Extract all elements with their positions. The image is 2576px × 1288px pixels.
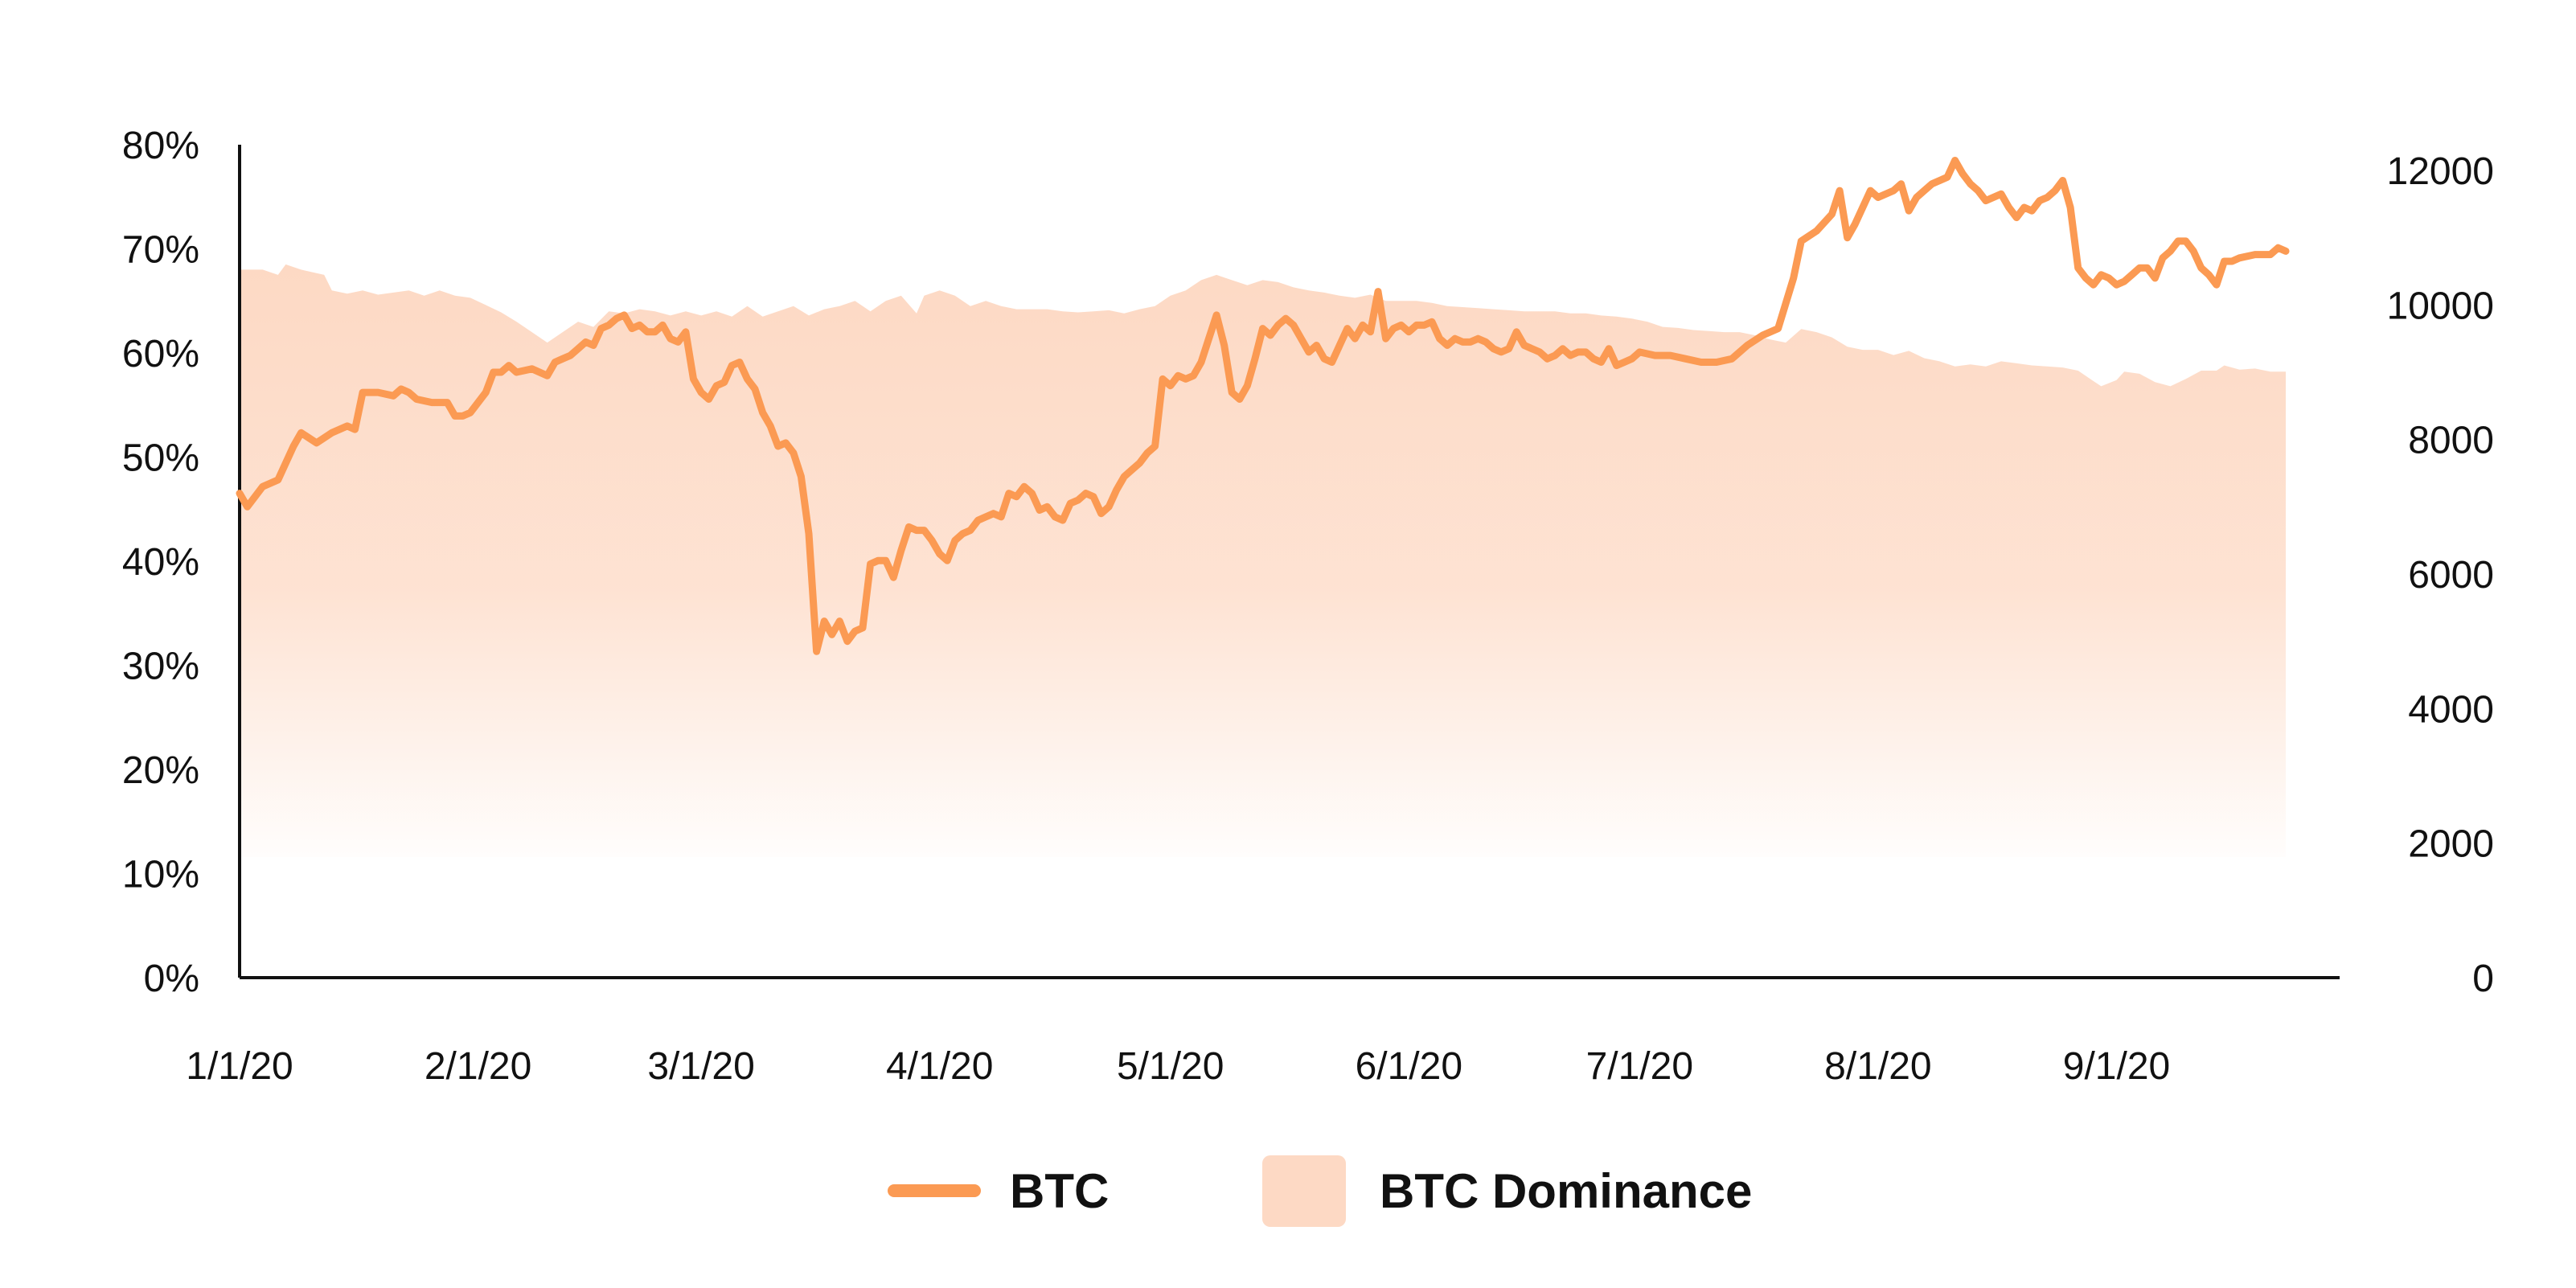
x-tick-label: 8/1/20 [1824, 1045, 1931, 1088]
x-tick-label: 7/1/20 [1586, 1045, 1693, 1088]
series-btc-line [236, 157, 2290, 655]
y-right-tick-label: 6000 [2408, 554, 2494, 597]
y-left-tick-label: 40% [122, 541, 199, 584]
x-tick-label: 3/1/20 [647, 1045, 754, 1088]
y-left-tick-label: 0% [144, 958, 199, 1000]
legend-dominance-swatch [1262, 1155, 1346, 1227]
y-right-tick-label: 4000 [2408, 688, 2494, 731]
legend-btc-label: BTC [1010, 1164, 1109, 1218]
y-left-tick-label: 20% [122, 749, 199, 792]
y-left-tick-label: 60% [122, 333, 199, 375]
y-left-tick-label: 30% [122, 646, 199, 688]
x-tick-label: 6/1/20 [1356, 1045, 1462, 1088]
x-tick-label: 2/1/20 [425, 1045, 531, 1088]
y-left-tick-label: 50% [122, 437, 199, 480]
y-right-tick-label: 2000 [2408, 823, 2494, 866]
legend-dominance-label: BTC Dominance [1380, 1164, 1752, 1218]
y-left-tick-label: 80% [122, 125, 199, 167]
legend: BTC BTC Dominance [888, 1155, 1752, 1227]
y-right-tick-label: 0 [2472, 958, 2494, 1000]
y-right-tick-label: 8000 [2408, 420, 2494, 462]
x-tick-label: 1/1/20 [186, 1045, 293, 1088]
x-tick-label: 5/1/20 [1117, 1045, 1224, 1088]
x-tick-label: 4/1/20 [886, 1045, 993, 1088]
x-tick-label: 9/1/20 [2063, 1045, 2170, 1088]
y-left-tick-label: 10% [122, 854, 199, 896]
y-right-tick-label: 10000 [2387, 285, 2494, 327]
series-btc-dominance-area [240, 264, 2286, 857]
y-right-tick-label: 12000 [2387, 150, 2494, 193]
y-left-tick-label: 70% [122, 229, 199, 272]
